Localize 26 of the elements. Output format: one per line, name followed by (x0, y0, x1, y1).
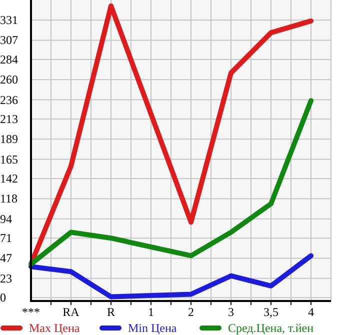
y-tick-label: 71 (0, 231, 12, 246)
y-tick-label: 47 (0, 251, 12, 266)
y-tick-label: 94 (0, 212, 12, 226)
x-tick-label: 3,5 (264, 305, 278, 319)
x-tick-label: R (106, 305, 116, 319)
y-tick-label: 118 (0, 192, 18, 206)
legend-label: Max Цена (29, 321, 80, 335)
y-tick-label: 23 (0, 271, 12, 286)
x-tick-label: 1 (148, 305, 154, 319)
x-tick-label: 2 (188, 305, 194, 319)
legend-label: Сред.Цена, т.йен (228, 321, 314, 335)
y-tick-label: 284 (0, 52, 18, 67)
y-tick-label: 0 (0, 290, 6, 305)
y-tick-label: 331 (0, 13, 18, 28)
y-tick-label: 189 (0, 132, 18, 146)
y-tick-label: 142 (0, 172, 18, 186)
y-tick-label: 236 (0, 92, 18, 107)
x-tick-label: RA (62, 305, 80, 319)
x-tick-label: *** (22, 305, 40, 319)
x-tick-label: 4 (308, 305, 314, 319)
y-tick-label: 213 (0, 112, 18, 126)
x-tick-label: 3 (228, 305, 234, 319)
y-tick-label: 307 (0, 33, 18, 48)
y-tick-label: 260 (0, 72, 18, 87)
y-tick-label: 165 (0, 152, 18, 166)
legend-label: Min Цена (128, 321, 178, 335)
